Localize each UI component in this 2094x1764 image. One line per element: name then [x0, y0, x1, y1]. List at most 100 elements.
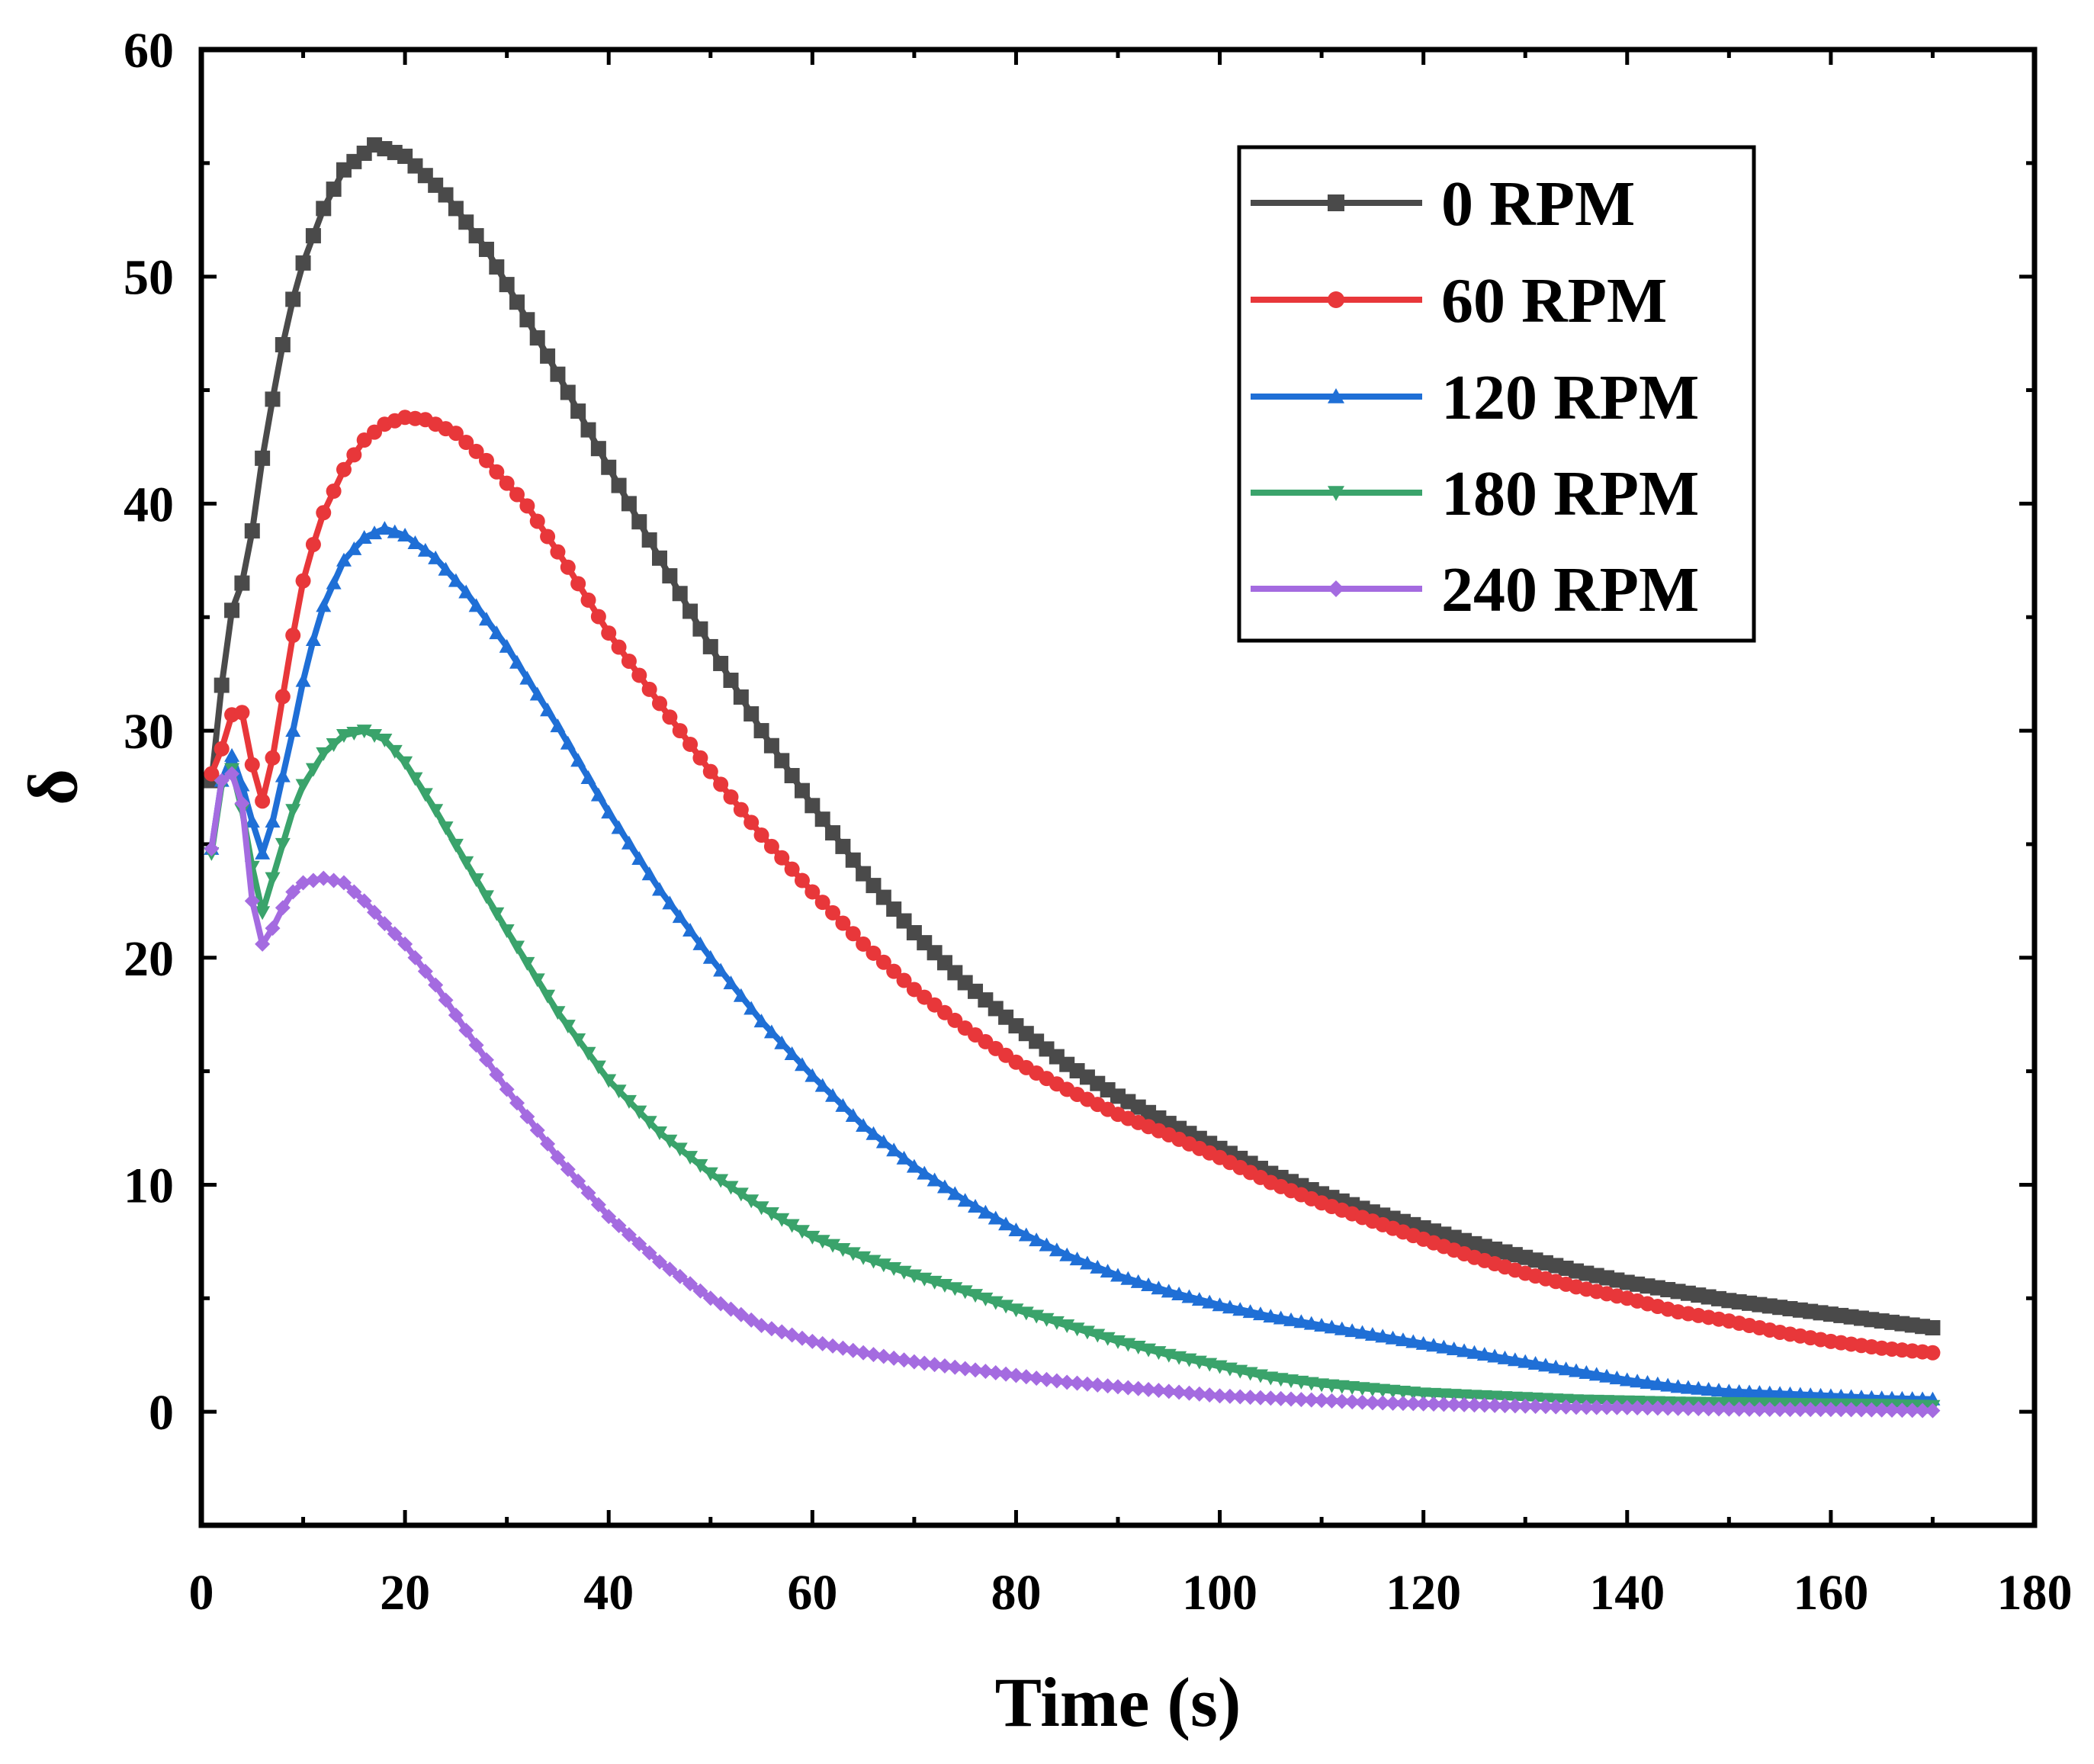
- data-point: [1069, 1375, 1085, 1391]
- data-point: [906, 1158, 922, 1173]
- data-point: [529, 1123, 545, 1139]
- data-point: [733, 689, 749, 705]
- data-point: [794, 1225, 810, 1239]
- data-point: [784, 861, 800, 877]
- data-point: [1334, 1380, 1350, 1394]
- data-point: [550, 544, 566, 560]
- data-point: [1029, 1370, 1045, 1386]
- data-point: [1405, 1396, 1421, 1412]
- data-point: [448, 201, 464, 217]
- data-point: [998, 1216, 1014, 1231]
- data-point: [682, 603, 699, 619]
- data-point: [988, 1296, 1004, 1310]
- data-point: [835, 1097, 851, 1112]
- data-point: [417, 542, 433, 557]
- data-point: [529, 973, 545, 988]
- series-60-rpm: [204, 410, 1941, 1361]
- data-point: [835, 1340, 851, 1356]
- data-point: [1558, 1361, 1574, 1376]
- data-point: [1762, 1385, 1778, 1399]
- data-point: [1762, 1402, 1778, 1418]
- data-point: [723, 789, 739, 805]
- data-point: [835, 1243, 851, 1258]
- data-point: [856, 1118, 872, 1133]
- data-point: [947, 1359, 963, 1375]
- data-point: [468, 443, 484, 459]
- data-point: [356, 725, 372, 739]
- y-tick-label: 50: [124, 250, 174, 306]
- data-point: [255, 450, 271, 466]
- data-point: [214, 741, 230, 757]
- data-point: [1436, 1339, 1452, 1354]
- data-point: [1609, 1399, 1625, 1415]
- data-point: [448, 573, 464, 587]
- data-point: [1649, 1376, 1665, 1390]
- data-point: [1426, 1338, 1442, 1352]
- y-tick-label: 30: [124, 704, 174, 760]
- data-point: [947, 1186, 963, 1200]
- data-point: [723, 1301, 739, 1317]
- data-point: [438, 992, 454, 1008]
- data-point: [1293, 1392, 1309, 1408]
- data-point: [1497, 1398, 1513, 1414]
- data-point: [570, 753, 586, 767]
- data-point: [489, 907, 505, 921]
- data-point: [713, 776, 729, 792]
- data-point: [784, 1219, 800, 1233]
- data-point: [590, 1197, 606, 1213]
- data-point: [631, 1235, 647, 1252]
- data-point: [1395, 1332, 1411, 1347]
- data-point: [1476, 1397, 1492, 1413]
- data-point: [560, 1020, 576, 1034]
- data-point: [570, 1173, 586, 1189]
- data-point: [1731, 1401, 1747, 1417]
- data-point: [611, 1084, 627, 1099]
- data-point: [1191, 1292, 1207, 1306]
- data-point: [763, 838, 779, 854]
- data-point: [509, 654, 525, 669]
- data-point: [1721, 1401, 1737, 1417]
- data-point: [1691, 1401, 1707, 1417]
- data-point: [1884, 1402, 1900, 1418]
- data-point: [1354, 1382, 1370, 1396]
- data-point: [316, 201, 332, 217]
- data-point: [316, 505, 332, 521]
- data-point: [1487, 1390, 1503, 1405]
- data-point: [1466, 1390, 1482, 1404]
- data-point: [1293, 1314, 1309, 1329]
- data-point: [1079, 1255, 1095, 1270]
- data-point: [1344, 1323, 1360, 1338]
- data-point: [1497, 1391, 1513, 1406]
- data-point: [1395, 1385, 1411, 1399]
- data-point: [743, 706, 760, 722]
- data-point: [927, 1357, 943, 1373]
- data-point: [499, 638, 515, 653]
- data-point: [499, 1081, 515, 1097]
- data-point: [1823, 1402, 1839, 1418]
- data-point: [1476, 1390, 1492, 1404]
- legend-label: 60 RPM: [1441, 265, 1667, 336]
- data-point: [672, 1268, 688, 1284]
- data-point: [1752, 1385, 1768, 1399]
- data-point: [244, 523, 260, 539]
- data-point: [631, 514, 647, 530]
- data-point: [866, 878, 882, 894]
- data-point: [1569, 1363, 1584, 1377]
- series-layer: [204, 137, 1941, 1419]
- data-point: [1833, 1402, 1849, 1418]
- data-point: [743, 1312, 760, 1328]
- data-point: [621, 835, 637, 850]
- data-point: [468, 228, 484, 244]
- data-point: [968, 1199, 984, 1213]
- data-point: [438, 821, 454, 836]
- y-tick-label: 40: [124, 477, 174, 532]
- data-point: [641, 1245, 657, 1261]
- data-point: [1110, 1268, 1126, 1282]
- data-point: [244, 757, 260, 773]
- legend-label: 180 RPM: [1441, 458, 1699, 529]
- x-tick-label: 40: [583, 1565, 634, 1621]
- data-point: [448, 426, 464, 442]
- data-point: [763, 1207, 779, 1221]
- data-point: [641, 681, 657, 697]
- data-point: [601, 805, 617, 819]
